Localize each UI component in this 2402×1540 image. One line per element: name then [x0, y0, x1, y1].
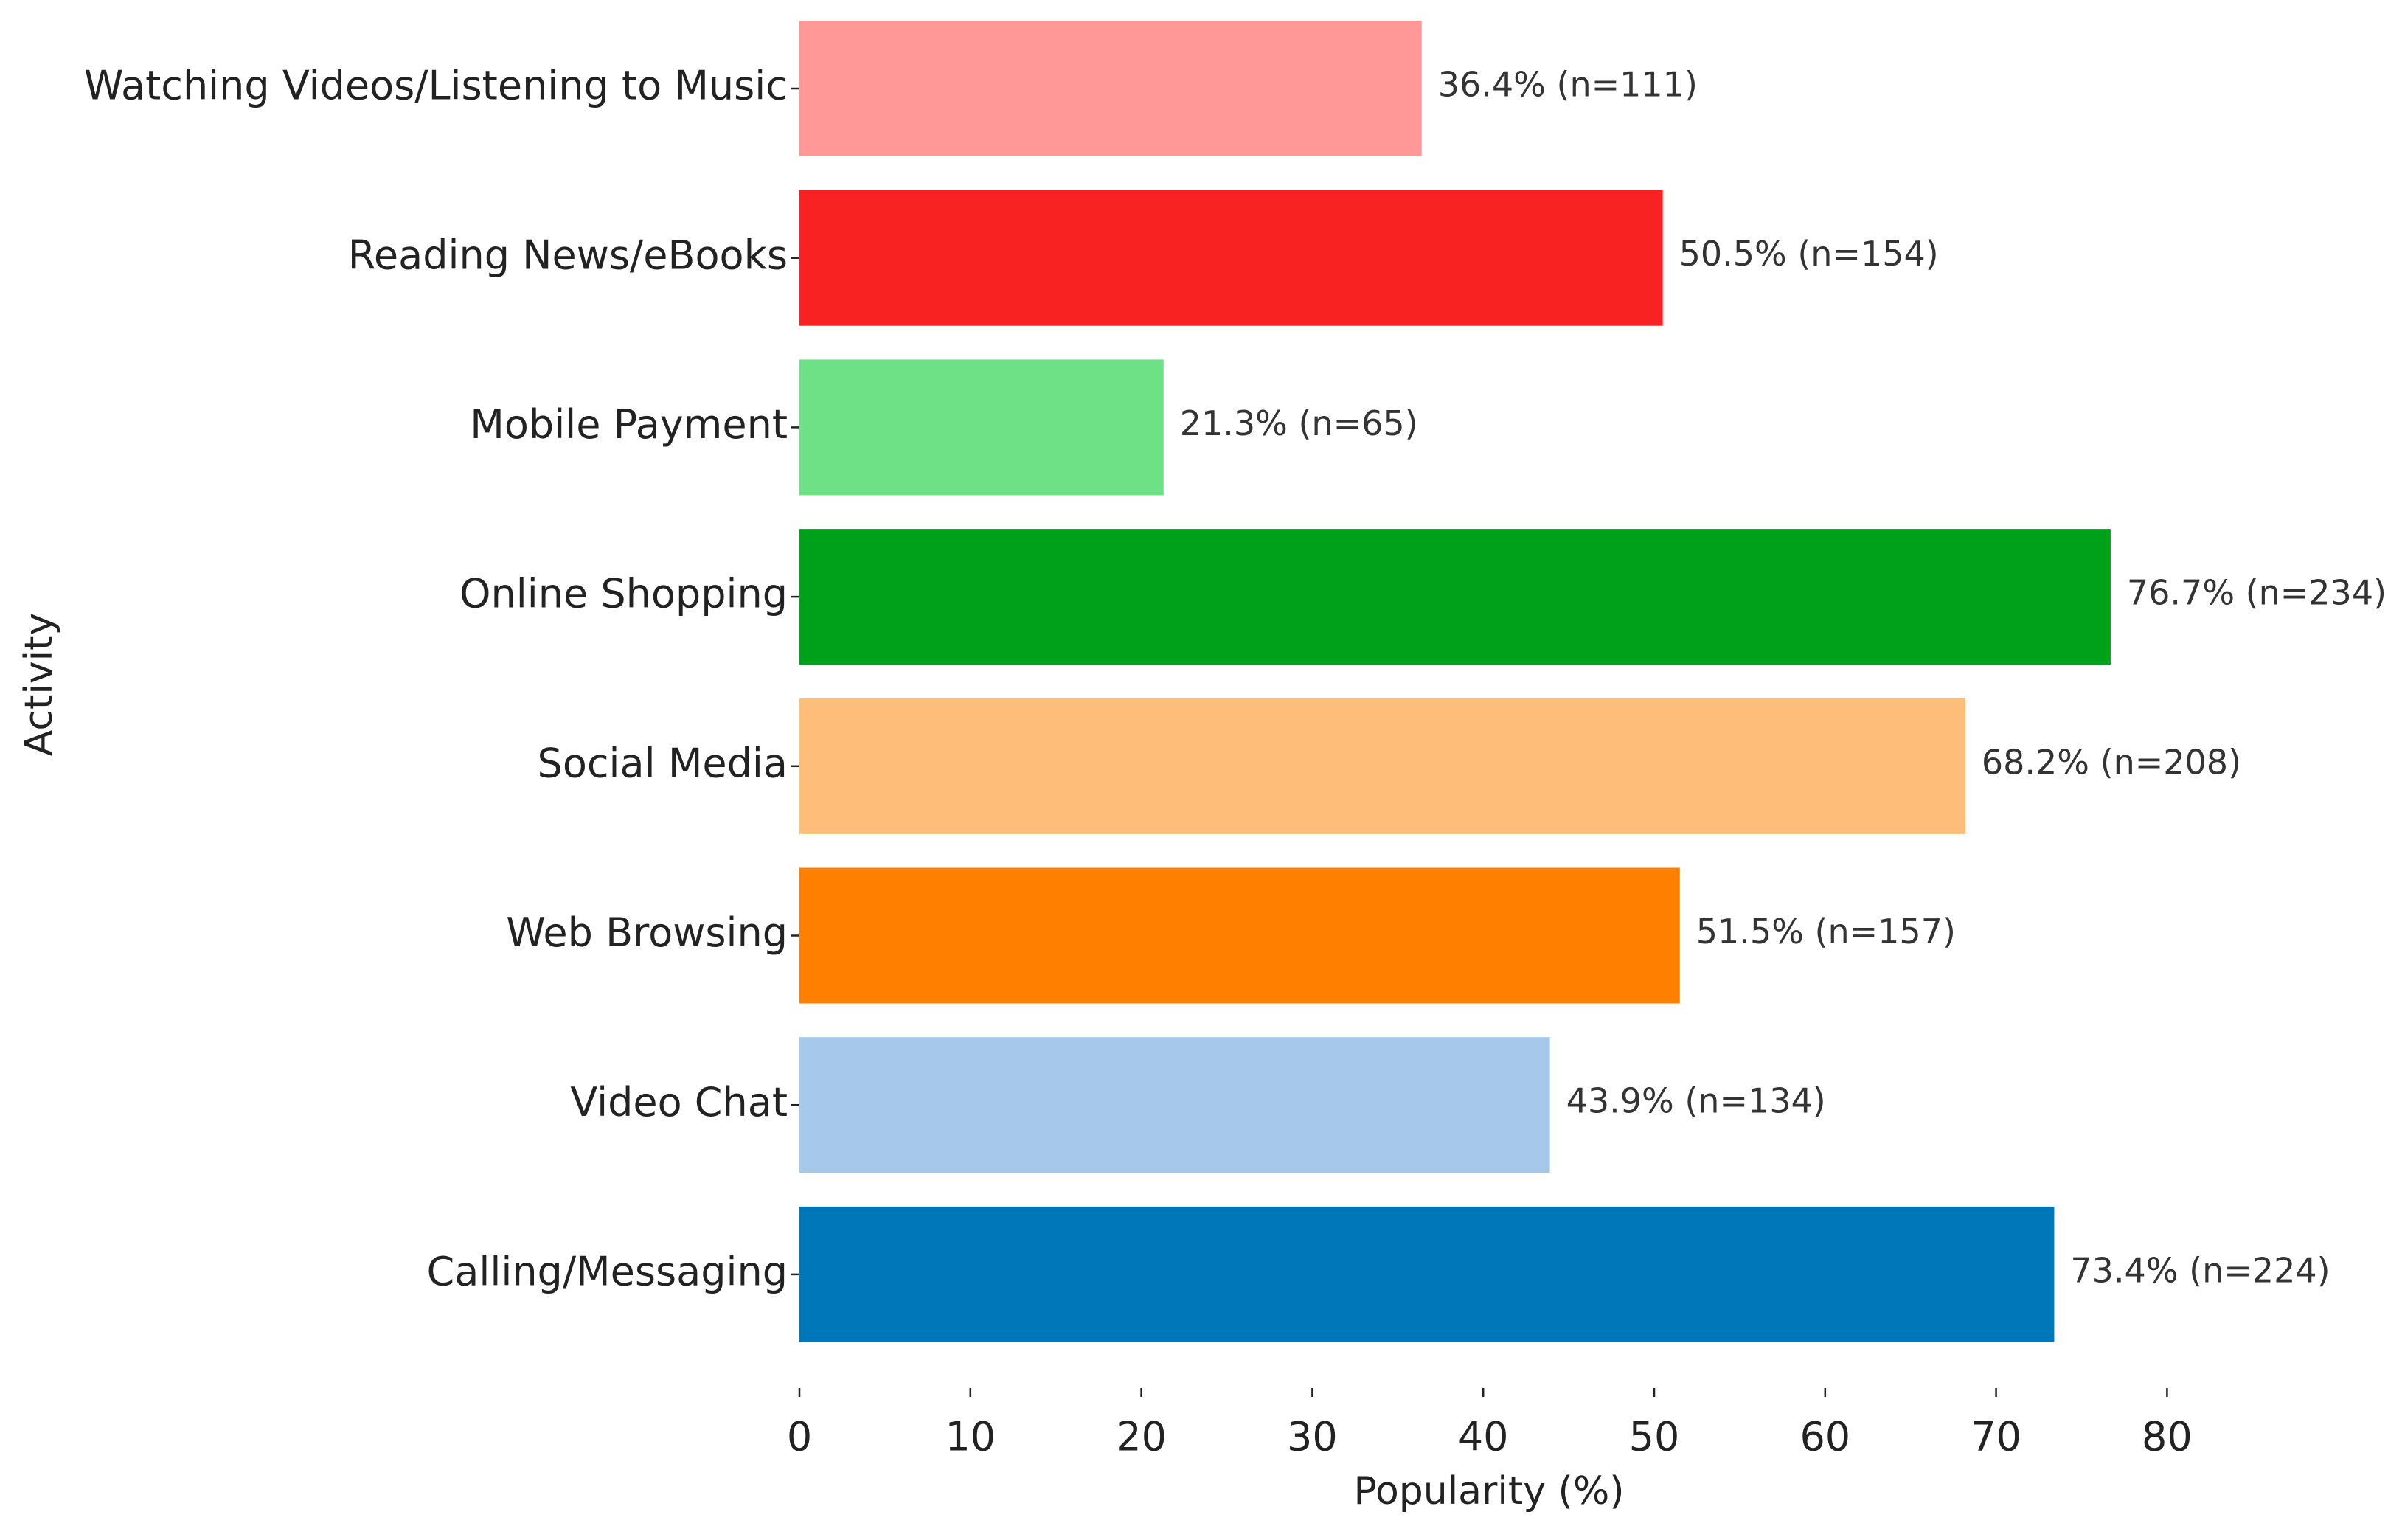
x-tick-label: 40	[1458, 1414, 1509, 1460]
y-tick-label: Online Shopping	[459, 571, 788, 617]
y-tick-label: Calling/Messaging	[427, 1249, 788, 1295]
value-label: 76.7% (n=234)	[2127, 573, 2387, 613]
y-tick-label: Video Chat	[570, 1079, 788, 1125]
y-tick-label: Reading News/eBooks	[348, 232, 788, 278]
x-tick-label: 30	[1287, 1414, 1338, 1460]
y-tick-label: Watching Videos/Listening to Music	[84, 63, 788, 109]
value-label: 36.4% (n=111)	[1438, 65, 1698, 105]
bar	[799, 867, 1680, 1004]
y-tick-label: Mobile Payment	[470, 401, 788, 448]
value-label: 43.9% (n=134)	[1566, 1081, 1826, 1121]
bar	[799, 1206, 2055, 1342]
x-tick-label: 70	[1971, 1414, 2021, 1460]
value-label: 51.5% (n=157)	[1696, 912, 1956, 951]
value-label: 50.5% (n=154)	[1679, 234, 1939, 274]
value-label: 21.3% (n=65)	[1180, 403, 1418, 443]
x-tick-label: 60	[1799, 1414, 1850, 1460]
bar	[799, 21, 1422, 156]
value-label: 68.2% (n=208)	[1982, 742, 2241, 782]
bar	[799, 359, 1164, 496]
y-axis-title: Activity	[17, 613, 61, 756]
bar	[799, 190, 1663, 326]
x-axis-title: Popularity (%)	[1353, 1469, 1624, 1513]
bar	[799, 529, 2111, 665]
x-tick-label: 10	[945, 1414, 996, 1460]
y-tick-label: Social Media	[538, 740, 788, 786]
x-tick-label: 50	[1629, 1414, 1680, 1460]
bar	[799, 698, 1965, 834]
bar	[799, 1037, 1550, 1173]
value-label: 73.4% (n=224)	[2070, 1250, 2330, 1290]
x-tick-label: 20	[1116, 1414, 1167, 1460]
x-tick-label: 80	[2142, 1414, 2193, 1460]
y-tick-label: Web Browsing	[506, 909, 788, 956]
x-tick-label: 0	[787, 1414, 812, 1460]
